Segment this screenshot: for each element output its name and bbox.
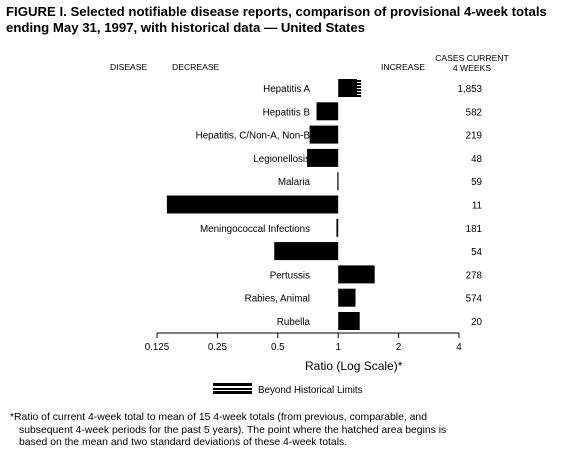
x-tick-label: 0.5 <box>271 342 285 353</box>
bar <box>338 288 356 307</box>
bar <box>338 312 360 330</box>
legend-label: Beyond Historical Limits <box>258 385 363 396</box>
cases-value: 219 <box>466 131 482 142</box>
bar <box>338 265 375 284</box>
cases-value: 20 <box>471 317 482 328</box>
footnote: *Ratio of current 4-week total to mean o… <box>10 412 565 450</box>
disease-label: Malaria <box>278 177 311 188</box>
footnote-line-3: based on the mean and two standard devia… <box>19 437 348 448</box>
x-axis-label: Ratio (Log Scale)* <box>305 359 403 373</box>
header-decrease: DECREASE <box>172 62 220 72</box>
header-increase: INCREASE <box>381 62 425 72</box>
cases-value: 59 <box>471 177 482 188</box>
disease-label: Rubella <box>277 317 311 328</box>
bar <box>316 102 339 121</box>
cases-value: 11 <box>472 201 482 212</box>
bar <box>336 218 339 237</box>
legend-swatch-hatch-2 <box>213 390 252 391</box>
figure-title-line-2: ending May 31, 1997, with historical dat… <box>6 20 366 35</box>
legend-swatch <box>213 383 252 394</box>
header-disease: DISEASE <box>110 62 148 72</box>
bar <box>274 242 339 261</box>
disease-label: Rabies, Animal <box>245 294 310 305</box>
x-tick-label: 4 <box>456 342 462 353</box>
legend-swatch-hatch-1 <box>213 386 252 388</box>
x-tick-label: 2 <box>396 342 401 353</box>
footnote-line-1: *Ratio of current 4-week total to mean o… <box>10 412 427 423</box>
cases-value: 48 <box>471 154 482 165</box>
bar <box>307 148 339 167</box>
figure-title: FIGURE I. Selected notifiable disease re… <box>6 4 566 36</box>
x-tick-label: 0.25 <box>208 342 228 353</box>
x-tick-label: 1 <box>335 342 340 353</box>
bar-hatched-segment <box>356 79 362 97</box>
cases-value: 181 <box>466 224 482 235</box>
disease-label: Pertussis <box>270 270 310 281</box>
disease-label: Hepatitis, C/Non-A, Non-B <box>196 131 311 142</box>
disease-label: Meningococcal Infections <box>200 224 310 235</box>
disease-label: Hepatitis A <box>263 84 310 95</box>
bars-group: Hepatitis A 1,853 Hepatitis B 582 Hepatitis,… <box>166 79 483 330</box>
footnote-line-2: subsequent 4-week periods for the past 5… <box>19 424 447 436</box>
cases-value: 278 <box>466 270 483 281</box>
disease-label: Hepatitis B <box>263 107 311 118</box>
bar <box>337 172 339 191</box>
bar <box>338 79 362 97</box>
cases-value: 54 <box>471 247 482 258</box>
disease-label: Legionellosis <box>253 154 310 165</box>
bar <box>166 195 339 214</box>
x-axis: 0.125 0.25 0.5 1 2 4 <box>145 332 462 353</box>
cases-value: 1,853 <box>457 84 482 95</box>
x-tick-label: 0.125 <box>145 342 170 353</box>
header-cases-line-1: CASES CURRENT <box>435 53 509 63</box>
cases-value: 582 <box>466 107 482 118</box>
header-cases-line-2: 4 WEEKS <box>453 63 491 73</box>
figure-title-line-1: FIGURE I. Selected notifiable disease re… <box>6 4 547 19</box>
cases-value: 574 <box>466 294 483 305</box>
bar <box>309 125 339 144</box>
